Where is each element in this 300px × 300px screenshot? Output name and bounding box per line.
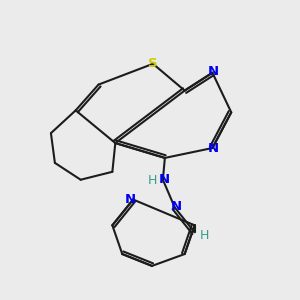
Text: N: N [171, 200, 182, 213]
Text: N: N [208, 65, 219, 78]
Text: S: S [148, 57, 158, 70]
Text: H: H [147, 174, 157, 187]
Text: N: N [124, 193, 136, 206]
Text: H: H [200, 229, 209, 242]
Text: N: N [208, 142, 219, 154]
Text: N: N [158, 173, 169, 186]
